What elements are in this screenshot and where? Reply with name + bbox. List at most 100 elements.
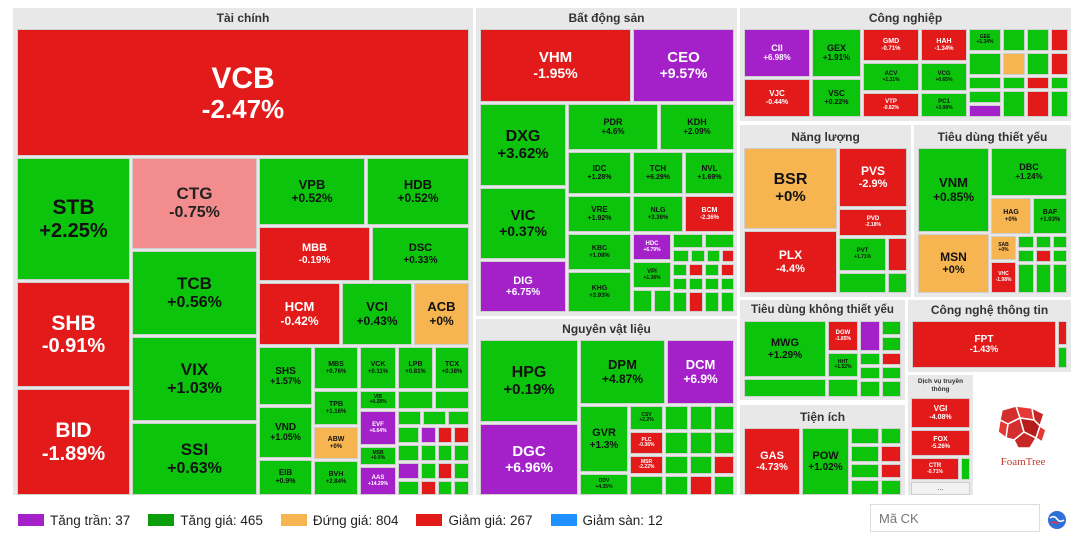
stock-tile-dpm[interactable]: DPM +4.87% [580, 340, 665, 404]
stock-tile-small[interactable] [673, 234, 703, 248]
stock-tile-small[interactable] [1058, 321, 1067, 345]
stock-tile-small[interactable] [689, 264, 703, 276]
stock-tile-small[interactable] [1036, 250, 1051, 262]
stock-tile-small[interactable] [398, 445, 419, 461]
stock-tile-pow[interactable]: POW +1.02% [802, 428, 849, 495]
stock-tile-vtp[interactable]: VTP -0.82% [863, 93, 919, 117]
stock-tile-small[interactable] [744, 379, 826, 397]
stock-tile-acb[interactable]: ACB +0% [414, 283, 469, 345]
stock-tile-bvh[interactable]: BVH +2.84% [314, 461, 358, 495]
stock-tile-small[interactable] [673, 264, 687, 276]
stock-tile-small[interactable] [860, 381, 880, 397]
stock-tile-vsc[interactable]: VSC +0.22% [812, 79, 861, 117]
stock-tile-small[interactable] [1036, 236, 1051, 248]
stock-tile-small[interactable] [654, 290, 671, 312]
stock-tile-pvs[interactable]: PVS -2.9% [839, 148, 907, 207]
stock-tile-small[interactable] [1053, 264, 1067, 293]
stock-tile-small[interactable] [689, 292, 703, 312]
stock-tile-mbs[interactable]: MBS +0.76% [314, 347, 358, 389]
stock-tile-csv[interactable]: CSV +2.2% [630, 406, 663, 430]
stock-tile-evf[interactable]: EVF +6.64% [360, 411, 396, 445]
stock-tile-ssi[interactable]: SSI +0.63% [132, 423, 257, 495]
stock-tile-small[interactable] [421, 481, 436, 495]
stock-tile-nlg[interactable]: NLG +3.36% [633, 196, 683, 232]
stock-tile-vcg[interactable]: VCG +0.65% [921, 63, 967, 91]
stock-tile-small[interactable] [969, 77, 1001, 89]
stock-tile-small[interactable] [690, 476, 712, 495]
stock-tile-plc[interactable]: PLC -0.36% [630, 432, 663, 454]
stock-tile-small[interactable] [689, 278, 703, 290]
stock-tile-small[interactable] [421, 445, 436, 461]
stock-tile-small[interactable] [851, 480, 879, 495]
stock-tile-aas[interactable]: AAS +14.29% [360, 467, 396, 495]
stock-tile-small[interactable] [888, 238, 907, 271]
stock-tile-ceo[interactable]: CEO +9.57% [633, 29, 734, 102]
stock-tile-small[interactable] [398, 391, 433, 409]
stock-tile-msr[interactable]: MSR -2.22% [630, 456, 663, 474]
stock-tile-small[interactable] [438, 481, 452, 495]
stock-tile-small[interactable] [1018, 236, 1034, 248]
stock-tile-small[interactable] [1003, 29, 1025, 51]
stock-tile-vix[interactable]: VIX +1.03% [132, 337, 257, 421]
stock-tile-dgc[interactable]: DGC +6.96% [480, 424, 578, 495]
stock-tile-small[interactable] [690, 406, 712, 430]
stock-tile-small[interactable] [1027, 77, 1049, 89]
stock-tile-vcb[interactable]: VCB -2.47% [17, 29, 469, 156]
stock-tile-small[interactable] [438, 445, 452, 461]
stock-tile-small[interactable] [1051, 91, 1068, 117]
stock-tile-vic[interactable]: VIC +0.37% [480, 188, 566, 259]
stock-tile-small[interactable] [714, 406, 734, 430]
stock-tile-small[interactable] [454, 481, 469, 495]
stock-tile-fox[interactable]: FOX -5.26% [911, 430, 970, 456]
stock-tile-small[interactable] [1003, 77, 1025, 89]
stock-tile-small[interactable] [961, 458, 970, 480]
stock-tile-vhm[interactable]: VHM -1.95% [480, 29, 631, 102]
stock-tile-gmd[interactable]: GMD -0.71% [863, 29, 919, 61]
stock-tile-vpi[interactable]: VPI +1.38% [633, 262, 671, 288]
stock-tile-small[interactable] [1058, 347, 1067, 368]
stock-tile-small[interactable] [860, 321, 880, 351]
stock-tile-acv[interactable]: ACV +1.31% [863, 63, 919, 91]
stock-tile-small[interactable] [714, 456, 734, 474]
stock-tile-abw[interactable]: ABW +0% [314, 427, 358, 459]
stock-tile-dsc[interactable]: DSC +0.33% [372, 227, 469, 281]
stock-tile-pvt[interactable]: PVT +1.71% [839, 238, 886, 271]
stock-tile-small[interactable] [969, 91, 1001, 103]
stock-tile-small[interactable] [398, 463, 419, 479]
stock-tile-small[interactable] [438, 463, 452, 479]
stock-tile-small[interactable] [438, 427, 452, 443]
stock-tile-eib[interactable]: EIB +0.9% [259, 460, 312, 495]
stock-tile-small[interactable] [860, 367, 880, 379]
stock-tile-vgi[interactable]: VGI -4.08% [911, 398, 970, 428]
stock-tile-stb[interactable]: STB +2.25% [17, 158, 130, 280]
stock-tile-small[interactable] [860, 353, 880, 365]
stock-tile-shb[interactable]: SHB -0.91% [17, 282, 130, 387]
stock-tile-ctg[interactable]: CTG -0.75% [132, 158, 257, 249]
stock-tile-hht[interactable]: HHT +1.52% [828, 353, 858, 377]
stock-tile-small[interactable] [421, 427, 436, 443]
stock-tile-small[interactable] [705, 264, 719, 276]
stock-tile-small[interactable] [1053, 250, 1067, 262]
stock-tile-small[interactable] [1036, 264, 1051, 293]
stock-tile-ctr[interactable]: CTR -0.71% [911, 458, 959, 480]
stock-tile-dcm[interactable]: DCM +6.9% [667, 340, 734, 404]
stock-tile-small[interactable] [398, 427, 419, 443]
stock-tile-pdr[interactable]: PDR +4.6% [568, 104, 658, 150]
stock-tile-small[interactable] [882, 337, 901, 351]
stock-tile-fpt[interactable]: FPT -1.43% [912, 321, 1056, 368]
stock-tile-khg[interactable]: KHG +3.93% [568, 272, 631, 312]
stock-tile-small[interactable] [1018, 264, 1034, 293]
stock-tile-baf[interactable]: BAF +1.03% [1033, 198, 1067, 234]
stock-tile-gee[interactable]: GEE +1.34% [969, 29, 1001, 51]
stock-tile-gvr[interactable]: GVR +1.3% [580, 406, 628, 472]
stock-tile-small[interactable] [673, 292, 687, 312]
stock-tile-pvd[interactable]: PVD -2.18% [839, 209, 907, 236]
stock-tile-small[interactable] [398, 481, 419, 495]
globe-icon[interactable] [1047, 510, 1067, 530]
stock-tile-bid[interactable]: BID -1.89% [17, 389, 130, 495]
stock-tile-small[interactable] [454, 427, 469, 443]
stock-tile-small[interactable] [969, 105, 1001, 117]
stock-tile-hdc[interactable]: HDC +6.79% [633, 234, 671, 260]
stock-tile-tch[interactable]: TCH +6.29% [633, 152, 683, 194]
stock-tile-small[interactable] [721, 292, 734, 312]
